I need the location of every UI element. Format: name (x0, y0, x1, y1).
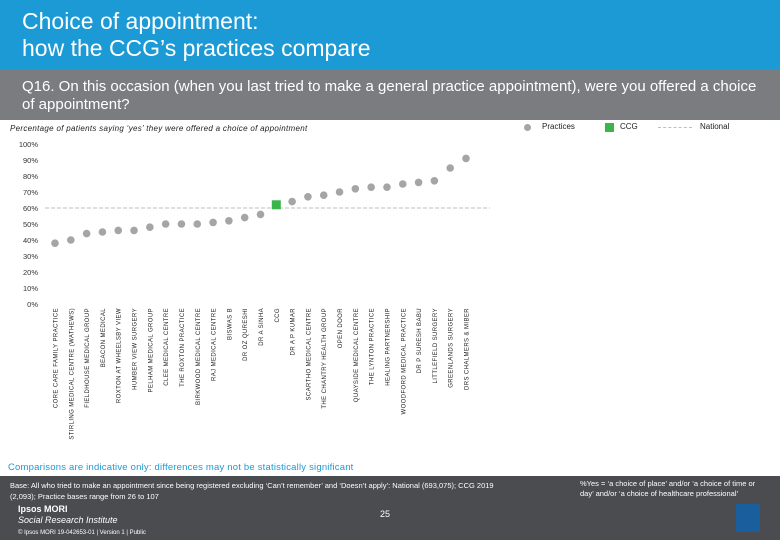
header-bar (0, 0, 780, 70)
page-number: 25 (380, 509, 391, 519)
base-line-1: Base: All who tried to make an appointme… (10, 481, 494, 490)
yes-definition: %Yes = ‘a choice of place’ and/or ‘a cho… (580, 479, 756, 498)
question-bar (0, 70, 780, 120)
y-tick-label: 60% (23, 204, 38, 213)
practice-point (130, 226, 138, 235)
y-tick-label: 30% (23, 252, 38, 261)
category-label: THE ROXTON PRACTICE (180, 308, 186, 387)
category-label: DR A SINHA (259, 308, 265, 346)
category-label: CORE CARE FAMILY PRACTICE (54, 308, 60, 408)
y-tick-label: 0% (27, 300, 38, 309)
comparison-note: Comparisons are indicative only: differe… (8, 462, 354, 473)
category-label: RAJ MEDICAL CENTRE (212, 308, 218, 381)
legend-national-label: National (700, 122, 730, 131)
practice-point (51, 239, 59, 247)
category-label: CCG (275, 308, 281, 323)
category-label: BEACON MEDICAL (101, 308, 107, 368)
practice-point (82, 229, 91, 238)
category-label: DRS CHALMERS & MIBER (465, 308, 471, 390)
practice-point (446, 164, 454, 172)
practice-point (335, 188, 344, 196)
practice-point (288, 197, 296, 206)
practice-point (177, 220, 186, 228)
y-tick-label: 50% (23, 220, 38, 229)
brand-name: Ipsos MORI (18, 504, 68, 514)
chart-legend: Practices CCG National (520, 121, 780, 135)
category-label: LITTLEFIELD SURGERY (433, 308, 439, 384)
practice-point (351, 185, 360, 193)
legend-ccg-label: CCG (620, 122, 638, 131)
practice-point (383, 183, 391, 191)
legend-practices-marker (524, 124, 531, 131)
practice-point (256, 210, 265, 219)
ccg-marker (271, 200, 281, 210)
category-label: WOODFORD MEDICAL PRACTICE (401, 308, 407, 414)
category-label: FIELDHOUSE MEDICAL GROUP (85, 308, 91, 408)
category-label: BIRKWOOD MEDICAL CENTRE (196, 308, 202, 405)
category-label: DR P SURESH BABU (417, 308, 423, 373)
page-title: Choice of appointment: how the CCG’s pra… (22, 8, 742, 62)
category-label: HEALING PARTNERSHIP (385, 308, 391, 386)
ipsos-logo-icon (736, 504, 760, 532)
practice-point (209, 218, 217, 227)
title-line-2: how the CCG’s practices compare (22, 35, 371, 61)
category-label: QUAYSIDE MEDICAL CENTRE (354, 308, 360, 402)
y-tick-label: 20% (23, 268, 38, 277)
legend-practices-label: Practices (542, 122, 575, 131)
category-label: DR OZ QURESHI (243, 308, 249, 361)
y-tick-label: 90% (23, 156, 38, 165)
practice-point (414, 178, 423, 187)
y-tick-label: 40% (23, 236, 38, 245)
practice-point (225, 217, 233, 225)
base-line-2: (2,093); Practice bases range from 26 to… (10, 492, 159, 501)
category-label: DR A P KUMAR (291, 308, 297, 356)
practice-point (367, 183, 375, 191)
practice-point (146, 223, 154, 231)
category-label: PELHAM MEDICAL GROUP (148, 308, 154, 392)
category-label: ROXTON AT WHEELSBY VIEW (117, 308, 123, 403)
practice-point (98, 228, 107, 236)
practice-point (240, 213, 249, 222)
y-tick-label: 100% (19, 140, 39, 149)
practice-point (161, 220, 170, 228)
practice-point (462, 154, 470, 163)
copyright: © Ipsos MORI 19-042653-01 | Version 1 | … (18, 530, 146, 536)
brand-subtitle: Social Research Institute (18, 515, 118, 525)
title-line-1: Choice of appointment: (22, 8, 259, 34)
category-label: STIRLING MEDICAL CENTRE (WATHEWS) (69, 308, 75, 440)
practice-point (319, 191, 328, 199)
chart-area: 0% 10% 20% 30% 40% 50% 60% 70% 80% 90% 100% CORE CA… (19, 140, 490, 440)
y-tick-label: 70% (23, 188, 38, 197)
category-label: SCARTHO MEDICAL CENTRE (306, 308, 312, 400)
base-text: Base: All who tried to make an appointme… (10, 480, 530, 502)
y-tick-label: 10% (23, 284, 38, 293)
category-label: HUMBER VIEW SURGERY (133, 308, 139, 390)
practice-point (304, 193, 312, 201)
practice-point (398, 180, 407, 188)
legend-ccg-marker (605, 123, 614, 132)
category-label: BISWAS B (227, 308, 233, 340)
category-label: THE CHANTRY HEALTH GROUP (322, 308, 328, 409)
y-tick-label: 80% (23, 172, 38, 181)
practice-point (114, 226, 123, 235)
question-text: Q16. On this occasion (when you last tri… (22, 78, 757, 113)
chart-title: Percentage of patients saying ‘yes’ they… (10, 124, 308, 133)
category-label: THE LYNTON PRACTICE (370, 308, 376, 385)
category-label: OPEN DOOR (338, 308, 344, 349)
practice-point (193, 220, 202, 228)
practice-point (430, 177, 439, 185)
category-label: CLEE MEDICAL CENTRE (164, 308, 170, 386)
practice-point (67, 236, 75, 244)
footer-bar (0, 476, 780, 540)
category-label: GREENLANDS SURGERY (449, 308, 455, 388)
legend-national-line (658, 127, 692, 128)
